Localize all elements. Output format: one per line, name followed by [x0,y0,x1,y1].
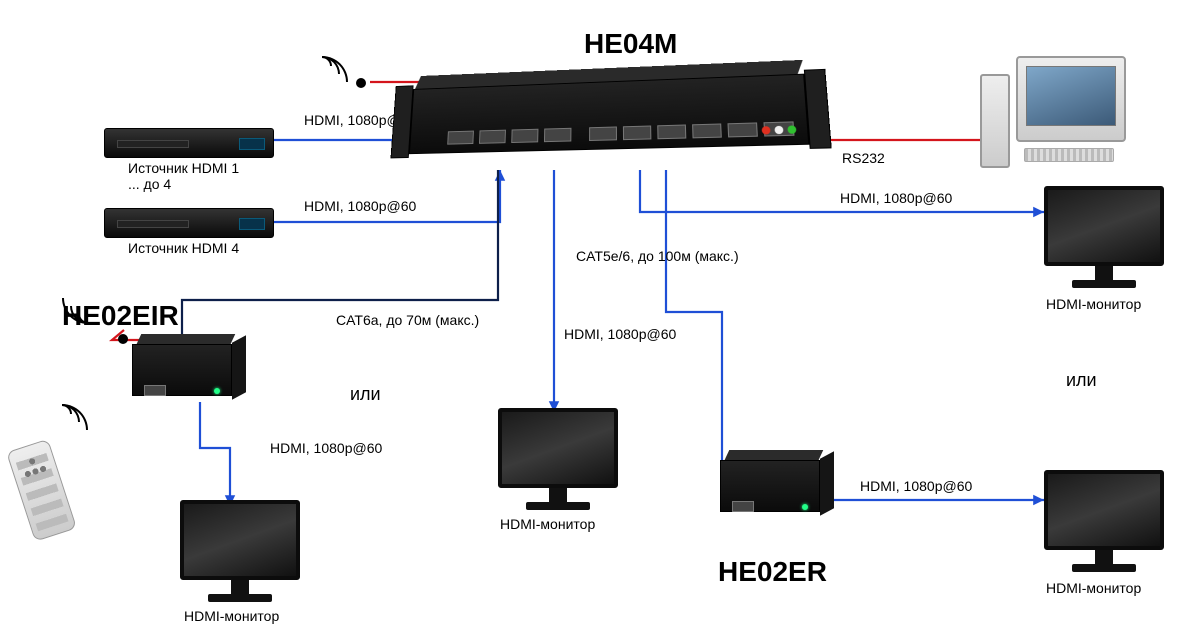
device-hdmi-monitor-left-bottom [180,500,300,602]
device-he02er [720,460,820,520]
heading-he04m: HE04M [584,28,677,60]
device-he04m-rack [408,74,811,174]
antenna-dot-he02eir [118,334,128,344]
label-hdmi-monitor-4: HDMI-монитор [1046,580,1141,596]
label-cat6a: CAT6a, до 70м (макс.) [336,312,479,328]
device-hdmi-monitor-right-bottom [1044,470,1164,572]
label-rs232: RS232 [842,150,885,166]
label-hdmi-d: HDMI, 1080p@60 [564,326,676,342]
label-source-1-4: Источник HDMI 1 ... до 4 [128,160,239,192]
label-hdmi-monitor-3: HDMI-монитор [184,608,279,624]
label-hdmi-monitor-2: HDMI-монитор [500,516,595,532]
label-hdmi-monitor-1: HDMI-монитор [1046,296,1141,312]
device-pc [1016,56,1126,162]
device-ir-remote [6,433,98,548]
label-hdmi-c: HDMI, 1080p@60 [840,190,952,206]
device-hdmi-source-1 [104,128,274,158]
label-hdmi-b: HDMI, 1080p@60 [304,198,416,214]
label-hdmi-f: HDMI, 1080p@60 [860,478,972,494]
device-hdmi-source-4 [104,208,274,238]
label-or-right: или [1066,370,1097,391]
label-or-left: или [350,384,381,405]
device-hdmi-monitor-right-top [1044,186,1164,288]
label-cat5e6: CAT5e/6, до 100м (макс.) [576,248,739,264]
antenna-dot-rack [356,78,366,88]
heading-he02er: HE02ER [718,556,827,588]
device-hdmi-monitor-center [498,408,618,510]
device-he02eir [132,344,232,404]
label-hdmi-e: HDMI, 1080p@60 [270,440,382,456]
label-source-4: Источник HDMI 4 [128,240,239,256]
